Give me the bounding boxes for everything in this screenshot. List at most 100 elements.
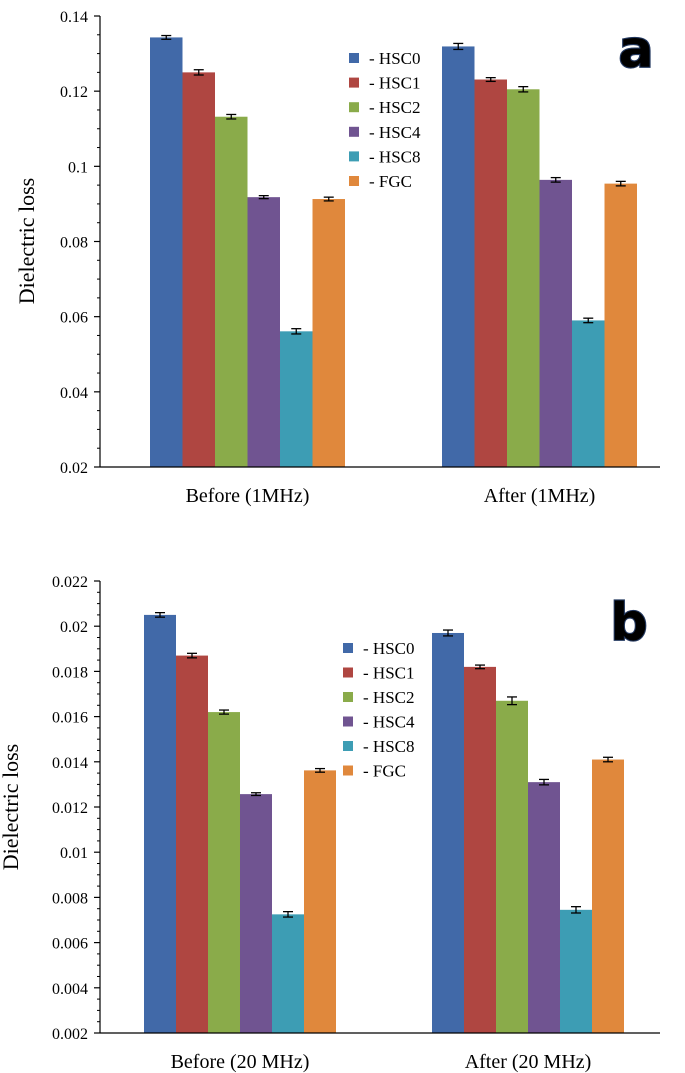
legend-label: - HSC0 <box>369 49 420 68</box>
legend-label: - HSC8 <box>369 147 420 166</box>
error-bar <box>226 113 237 120</box>
bar-hsc0-before <box>144 614 176 1033</box>
error-bar <box>251 792 261 797</box>
legend-label: - HSC0 <box>363 639 414 658</box>
error-bar <box>155 611 165 618</box>
legend-swatch <box>349 77 359 88</box>
bar-hsc8-after <box>560 909 592 1033</box>
bar-group <box>144 611 624 1033</box>
error-bar <box>161 34 172 40</box>
y-tick-label: 0.06 <box>60 310 88 327</box>
legend-swatch <box>349 151 359 162</box>
bar-fgc-after <box>592 759 624 1033</box>
legend-swatch <box>349 176 359 186</box>
y-tick-label: 0.022 <box>52 574 88 591</box>
legend-label: - HSC8 <box>363 737 414 756</box>
legend-swatch <box>349 126 359 137</box>
error-bar <box>258 194 269 200</box>
legend-swatch <box>343 692 353 702</box>
error-bar <box>443 629 453 637</box>
legend-item-hsc2: - HSC2 <box>343 688 414 707</box>
bar-hsc2-before <box>215 116 248 468</box>
bar-hsc8-before <box>272 914 304 1033</box>
legend-item-hsc2: - HSC2 <box>349 98 420 117</box>
bar-hsc2-after <box>507 89 540 467</box>
bar-hsc4-after <box>539 179 572 467</box>
legend-swatch <box>343 643 353 653</box>
chart-panel-a: 0.02 0.04 0.06 0.08 0.1 0.12 0.14 Before (1MHz… <box>14 9 660 507</box>
legend-swatch <box>343 667 353 678</box>
legend-item-hsc4: - HSC4 <box>349 123 421 142</box>
y-tick-label: 0.08 <box>60 235 88 252</box>
legend-label: - HSC1 <box>363 664 414 683</box>
error-bar <box>219 709 229 715</box>
bar-hsc4-after <box>528 782 560 1033</box>
y-axis-label: Dielectric loss <box>0 744 23 870</box>
legend-label: - FGC <box>363 762 406 781</box>
y-tick-label: 0.12 <box>60 84 88 101</box>
error-bar <box>550 176 561 183</box>
bar-fgc-after <box>604 183 637 467</box>
legend-item-hsc8: - HSC8 <box>349 147 420 166</box>
error-bar <box>323 196 334 202</box>
bar-hsc0-after <box>432 632 464 1033</box>
error-bar <box>507 696 517 706</box>
legend-item-hsc0: - HSC0 <box>349 49 420 68</box>
y-tick-label: 0.018 <box>52 664 88 681</box>
bar-hsc0-after <box>442 46 475 467</box>
error-bar <box>571 906 581 914</box>
y-tick-label: 0.1 <box>68 159 88 176</box>
bar-hsc4-before <box>247 197 280 467</box>
legend-label: - FGC <box>369 172 412 191</box>
legend-item-hsc1: - HSC1 <box>349 74 420 93</box>
bar-group <box>150 34 637 468</box>
error-bar <box>187 652 197 659</box>
bar-hsc1-after <box>474 79 507 467</box>
y-tick-label: 0.004 <box>52 981 88 998</box>
bar-hsc4-before <box>240 794 272 1033</box>
y-tick-label: 0.02 <box>60 460 88 477</box>
bar-hsc0-before <box>150 37 183 468</box>
legend-item-hsc4: - HSC4 <box>343 713 415 732</box>
y-tick-label: 0.02 <box>60 619 88 636</box>
error-bar <box>583 317 594 324</box>
bar-hsc8-after <box>572 320 605 467</box>
legend-label: - HSC2 <box>369 98 420 117</box>
error-bar <box>603 756 613 763</box>
bar-hsc1-before <box>176 655 208 1033</box>
legend-swatch <box>343 716 353 727</box>
error-bar <box>283 910 293 918</box>
bar-fgc-before <box>312 199 345 468</box>
category-label: After (1MHz) <box>484 485 596 507</box>
error-bar <box>193 69 204 76</box>
legend-item-hsc8: - HSC8 <box>343 737 414 756</box>
bar-hsc2-after <box>496 700 528 1033</box>
y-tick-label: 0.016 <box>52 710 88 727</box>
legend-item-hsc1: - HSC1 <box>343 664 414 683</box>
legend-swatch <box>349 102 359 113</box>
x-axis-categories: Before (1MHz) After (1MHz) <box>186 485 596 507</box>
legend-item-fgc: - FGC <box>349 172 412 191</box>
legend-label: - HSC1 <box>369 74 420 93</box>
error-bar <box>475 664 485 670</box>
y-tick-label: 0.014 <box>52 755 88 772</box>
y-tick-label: 0.006 <box>52 936 88 953</box>
legend-swatch <box>343 765 353 776</box>
legend: - HSC0 - HSC1 - HSC2 - HSC4 - HSC8 - FGC <box>343 639 415 781</box>
error-bar <box>485 76 496 83</box>
error-bar <box>315 767 325 773</box>
y-tick-label: 0.002 <box>52 1026 88 1043</box>
bar-fgc-before <box>304 770 336 1033</box>
y-axis-ticks: 0.02 0.04 0.06 0.08 0.1 0.12 0.14 <box>60 9 100 477</box>
y-tick-label: 0.012 <box>52 800 88 817</box>
category-label: After (20 MHz) <box>465 1051 592 1073</box>
bar-hsc1-before <box>182 72 215 467</box>
bar-hsc1-after <box>464 666 496 1033</box>
y-tick-label: 0.008 <box>52 890 88 907</box>
legend-swatch <box>349 53 359 63</box>
category-label: Before (1MHz) <box>186 485 310 507</box>
legend-item-fgc: - FGC <box>343 762 406 781</box>
error-bar <box>539 778 549 786</box>
y-tick-label: 0.01 <box>60 845 88 862</box>
